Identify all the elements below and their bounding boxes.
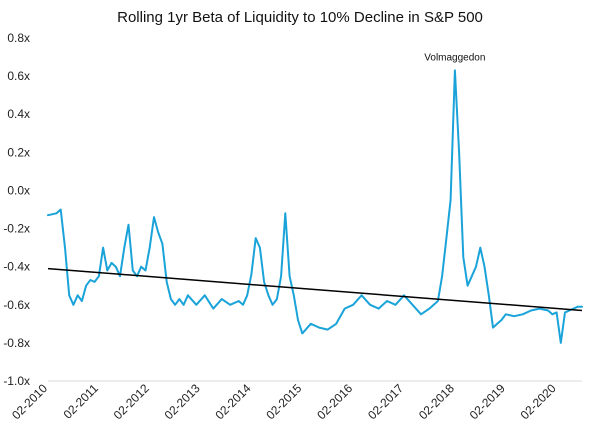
x-tick-label: 02-2013 [162,381,203,422]
x-tick-label: 02-2015 [263,381,304,422]
y-tick-label: -0.6x [3,298,30,312]
y-tick-label: -0.8x [3,336,30,350]
series-line [47,69,583,344]
series-layer [47,69,583,344]
chart-title: Rolling 1yr Beta of Liquidity to 10% Dec… [117,9,483,26]
x-tick-label: 02-2014 [213,381,254,422]
y-tick-label: 0.0x [7,183,30,197]
x-tick-label: 02-2011 [61,381,102,422]
x-tick-label: 02-2017 [365,381,406,422]
y-tick-label: 0.4x [7,107,30,121]
y-tick-label: 0.8x [7,31,30,45]
x-tick-label: 02-2016 [314,381,355,422]
x-tick-label: 02-2018 [416,381,457,422]
y-tick-label: -1.0x [3,374,30,388]
y-axis: 0.8x 0.6x 0.4x 0.2x 0.0x -0.2x -0.4x -0.6x -0.8x… [3,31,30,388]
trendline-layer [47,267,583,312]
annotation-layer: Volmaggedon [424,52,485,63]
x-tick-label: 02-2020 [518,381,559,422]
y-tick-label: -0.4x [3,260,30,274]
x-tick-label: 02-2012 [111,381,152,422]
y-tick-label: -0.2x [3,222,30,236]
y-tick-label: 0.2x [7,145,30,159]
annotation-label: Volmaggedon [424,52,485,63]
y-tick-label: 0.6x [7,69,30,83]
x-tick-label: 02-2019 [467,381,508,422]
trendline [47,267,583,312]
x-axis: 02-2010 02-2011 02-2012 02-2013 02-2014 02-20… [9,380,582,422]
